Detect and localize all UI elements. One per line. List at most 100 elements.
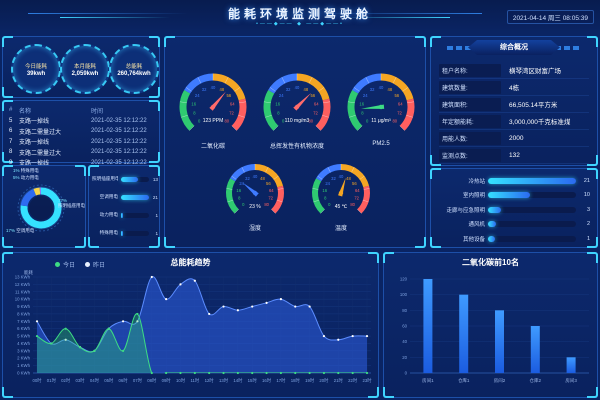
bar-label: 照明插座用电 <box>92 176 118 181</box>
svg-text:房间3: 房间3 <box>565 377 577 384</box>
svg-text:16时: 16时 <box>262 377 272 383</box>
legend-label-yesterday: 昨日 <box>93 263 106 269</box>
svg-text:20: 20 <box>402 355 407 360</box>
bar-row: 通风机 2 <box>437 219 590 230</box>
svg-text:40: 40 <box>211 85 216 90</box>
donut-callout-lighting: 77% 照明插座用电 <box>58 198 85 208</box>
alarm-list-panel: # 名称 时间 5 支路一掉线 2021-02-35 12:12:22 6 支路二需量过… <box>2 100 160 167</box>
overview-label: 租户名称: <box>439 63 501 77</box>
overview-row: 建筑数量: 4栋 <box>439 79 589 96</box>
header-right-line <box>322 13 482 14</box>
table-cell: 2021-02-35 12:12:22 <box>91 128 147 135</box>
svg-text:80: 80 <box>402 308 407 313</box>
bar-value: 1 <box>155 212 158 218</box>
svg-text:48: 48 <box>260 176 265 181</box>
overview-label: 建筑数量: <box>439 80 501 94</box>
bar-track <box>121 212 149 218</box>
svg-text:24: 24 <box>279 93 284 98</box>
bar-label: 空调用电 <box>99 194 118 199</box>
environment-gauges-panel: 0 8 16 24 32 40 48 56 64 72 80 123 PPM 0 8 16 24 32 40 48… <box>164 36 426 248</box>
svg-text:0: 0 <box>282 118 285 123</box>
svg-text:80: 80 <box>308 118 313 123</box>
bar-row: 其他设备 1 <box>437 233 590 244</box>
svg-text:10时: 10时 <box>176 377 186 383</box>
bar-fill <box>488 235 496 242</box>
svg-text:9 KWh: 9 KWh <box>17 304 31 309</box>
overview-label: 监测点数: <box>439 148 501 162</box>
overview-row: 建筑面积: 66,505.14平方米 <box>439 96 589 113</box>
overview-row: 用能人数: 2000 <box>439 130 589 147</box>
legend-dot-today <box>55 262 60 267</box>
bar-label: 室内照明 <box>462 193 485 199</box>
table-cell: 2021-02-35 12:12:22 <box>91 159 147 166</box>
svg-text:23时: 23时 <box>362 377 372 383</box>
device-alarm-bars-panel: 冷热站 21 室内照明 10 走廊与应急照明 3 通风机 2 其他设备 1 <box>430 168 598 248</box>
bar-track <box>488 192 576 198</box>
svg-text:16: 16 <box>322 188 327 193</box>
svg-text:64: 64 <box>398 101 403 106</box>
bar-value: 1 <box>586 235 590 242</box>
svg-text:120: 120 <box>400 277 408 282</box>
alarm-table-body: 5 支路一掉线 2021-02-35 12:12:22 6 支路二需量过大 2021-02… <box>9 116 153 169</box>
alarm-table: # 名称 时间 5 支路一掉线 2021-02-35 12:12:22 6 支路二需量过… <box>9 105 153 168</box>
svg-text:00时: 00时 <box>32 377 42 383</box>
table-row: 6 支路二需量过大 2021-02-35 12:12:22 <box>9 126 153 137</box>
trend-chart-title: 总能耗趋势 <box>170 258 211 267</box>
gauge-value: 11 μg/m³ <box>371 118 391 124</box>
svg-text:56: 56 <box>266 181 271 186</box>
co2-bar <box>459 294 469 373</box>
overview-value: 132 <box>509 151 520 159</box>
table-cell: 支路二需量过大 <box>19 129 62 136</box>
svg-text:56: 56 <box>394 93 399 98</box>
svg-text:16: 16 <box>236 188 241 193</box>
legend-item-today[interactable]: 今日 <box>55 260 75 269</box>
bar-row: 走廊与应急照明 3 <box>437 204 590 215</box>
svg-text:4 KWh: 4 KWh <box>17 341 31 346</box>
bar-track <box>488 177 576 184</box>
co2-chart-title: 二氧化碳前10名 <box>462 258 519 267</box>
bar-fill <box>488 177 576 184</box>
stat-value: 39kwh <box>26 70 46 77</box>
svg-text:0: 0 <box>242 202 245 207</box>
bar-fill <box>488 221 497 227</box>
overview-row: 租户名称: 横琴湾区财富广场 <box>439 62 589 79</box>
gauge-label-co2: 二氧化碳 <box>200 144 225 150</box>
donut-callout-power: 5% 动力用电 <box>13 175 39 180</box>
svg-text:48: 48 <box>346 176 351 181</box>
svg-text:21时: 21时 <box>334 377 344 383</box>
energy-structure-donut-chart <box>17 184 65 232</box>
bar-value: 2 <box>586 221 590 227</box>
bar-label: 动力用电 <box>99 212 118 217</box>
svg-text:60: 60 <box>402 324 407 329</box>
overview-label: 建筑面积: <box>439 97 501 111</box>
today-energy-ring: 今日能耗 39kwh <box>11 44 61 94</box>
bar-row: 动力用电 1 <box>92 210 158 220</box>
bar-row: 空调用电 21 <box>92 192 158 202</box>
table-cell: 5 <box>9 117 13 124</box>
co2-top10-panel: 二氧化碳前10名 0 20 40 60 80 100 120 房间1 仓库1 房间2 仓库2 房间3 <box>383 252 598 398</box>
svg-text:0: 0 <box>366 118 369 123</box>
svg-text:仓库1: 仓库1 <box>458 377 470 384</box>
table-cell: 7 <box>9 138 13 145</box>
overview-value: 4栋 <box>509 85 520 92</box>
svg-text:8: 8 <box>277 111 280 116</box>
bar-fill <box>121 230 124 236</box>
bar-fill <box>488 206 501 213</box>
bar-label: 冷热站 <box>468 178 485 185</box>
col-name: 名称 <box>19 108 32 115</box>
svg-text:72: 72 <box>313 111 318 116</box>
svg-text:16: 16 <box>275 101 280 106</box>
energy-trend-panel: 总能耗趋势 今日 昨日 0 KWh 1 KWh 2 KWh 3 KWh 4 KWh 5 K… <box>2 252 379 398</box>
legend-item-yesterday[interactable]: 昨日 <box>85 260 105 269</box>
overview-row: 监测点数: 132 <box>439 147 589 164</box>
svg-text:6 KWh: 6 KWh <box>17 326 31 331</box>
svg-text:72: 72 <box>268 196 273 201</box>
bar-row: 冷热站 21 <box>437 175 590 186</box>
svg-text:64: 64 <box>355 188 360 193</box>
gauge-value: 123 PPM <box>203 118 224 124</box>
bar-row: 特殊用电 1 <box>92 228 158 238</box>
table-cell: 9 <box>9 159 13 166</box>
bar-fill <box>488 192 530 198</box>
gauge-label-humidity: 湿度 <box>248 226 261 232</box>
